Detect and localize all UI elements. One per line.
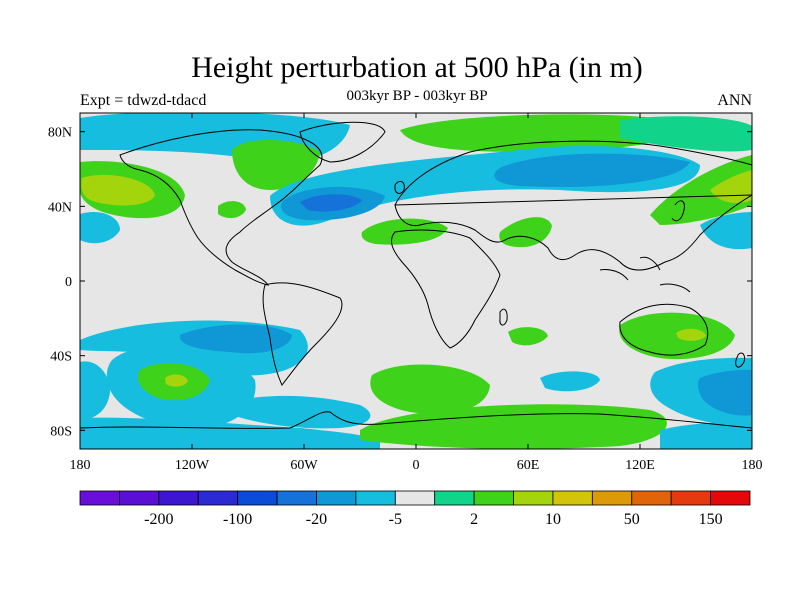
colorbar-label: -100 xyxy=(223,511,252,528)
contour-blue-se-pacific-edge xyxy=(697,369,752,416)
y-axis-ticks: 80N 40N 0 40S 80S xyxy=(48,126,752,439)
colorbar-swatch xyxy=(473,490,514,506)
x-tick-label: 60E xyxy=(517,458,540,473)
colorbar-swatch xyxy=(670,490,711,506)
y-tick-label: 40N xyxy=(48,200,72,215)
contour-blue-eurasia-core xyxy=(494,153,690,187)
contour-green-canada xyxy=(232,140,320,190)
coast-madagascar xyxy=(499,308,508,326)
contour-yellowgreen-se-pacific xyxy=(165,374,188,387)
x-tick-label: 180 xyxy=(70,458,91,473)
coast-north-america xyxy=(119,129,323,286)
x-tick-label: 180 xyxy=(742,458,763,473)
colorbar-label: -200 xyxy=(144,511,173,528)
coast-new-zealand xyxy=(735,352,745,368)
colorbar-swatch xyxy=(158,490,199,506)
plot-title: Height perturbation at 500 hPa (in m) xyxy=(191,51,643,84)
period-label: 003kyr BP - 003kyr BP xyxy=(346,88,488,104)
contour-green-madagascar xyxy=(508,327,548,346)
contour-green-mediterranean xyxy=(361,218,448,245)
colorbar-swatch xyxy=(197,490,239,506)
contour-cyan-sw-pacific-edge xyxy=(80,361,110,420)
season-label: ANN xyxy=(717,92,752,109)
y-tick-label: 40S xyxy=(50,350,72,365)
contour-cyan-antarctic-band xyxy=(80,417,380,449)
colorbar-label: -5 xyxy=(389,511,402,528)
colorbar-swatch xyxy=(355,490,396,506)
colorbar-swatch xyxy=(710,490,751,506)
colorbar-label: 50 xyxy=(624,511,640,528)
colorbar-swatch xyxy=(237,490,278,506)
x-tick-label: 0 xyxy=(413,458,420,473)
x-tick-label: 60W xyxy=(290,458,318,473)
contour-green-na-small xyxy=(218,201,246,219)
colorbar-swatch xyxy=(434,490,475,506)
contour-darkblue-atlantic xyxy=(300,194,362,212)
contour-cyan-nw-pacific-low xyxy=(80,211,120,244)
colorbar-swatch xyxy=(394,490,436,506)
colorbar-label: 10 xyxy=(545,511,561,528)
colorbar: -200 -100 -20 -5 2 10 50 150 xyxy=(79,490,751,528)
colorbar-label: 150 xyxy=(699,511,723,528)
x-axis-ticks: 180 120W 60W 0 60E 120E 180 xyxy=(70,113,763,473)
colorbar-label: -20 xyxy=(306,511,327,528)
experiment-label: Expt = tdwzd-tdacd xyxy=(80,92,207,109)
coast-maritime-continent xyxy=(599,256,691,293)
coast-british-isles xyxy=(394,180,405,194)
coast-japan xyxy=(671,200,685,222)
contour-yellowgreen-nw-pacific xyxy=(81,174,155,206)
contour-green-arabia xyxy=(499,217,552,248)
coastlines xyxy=(80,121,752,429)
contour-teal-arctic-fringe xyxy=(620,116,752,152)
contour-cyan-south-indian xyxy=(540,371,600,392)
contour-cyan-antarctic-east xyxy=(660,421,752,449)
contour-yellowgreen-ne-asia xyxy=(710,170,752,203)
contour-green-south-indian xyxy=(370,364,490,414)
y-tick-label: 80S xyxy=(50,424,72,439)
colorbar-label: 2 xyxy=(470,511,478,528)
coast-antarctica xyxy=(80,411,752,429)
contour-field xyxy=(80,113,752,449)
colorbar-swatch xyxy=(276,490,317,506)
colorbar-swatch xyxy=(119,490,160,506)
colorbar-swatch xyxy=(591,490,633,506)
y-tick-label: 80N xyxy=(48,126,72,141)
coast-eurasia xyxy=(394,140,752,271)
y-tick-label: 0 xyxy=(65,275,72,290)
contour-cyan-south-atlantic xyxy=(226,395,371,429)
x-tick-label: 120E xyxy=(625,458,655,473)
colorbar-swatch xyxy=(79,490,120,506)
coast-australia xyxy=(619,303,709,356)
contour-yellowgreen-australia xyxy=(676,328,706,341)
colorbar-swatch xyxy=(552,490,593,506)
coast-south-america xyxy=(262,282,343,386)
contour-cyan-ne-pacific-low xyxy=(700,212,752,250)
x-tick-label: 120W xyxy=(175,458,210,473)
contour-green-antarctic-band xyxy=(360,404,667,449)
contour-green-ne-asia xyxy=(650,155,752,225)
contour-blue-sw-pacific-core xyxy=(179,324,292,354)
coast-africa xyxy=(391,229,501,349)
colorbar-swatch xyxy=(513,490,554,506)
colorbar-swatch xyxy=(316,490,357,506)
colorbar-swatch xyxy=(631,490,672,506)
coast-greenland xyxy=(299,121,386,163)
